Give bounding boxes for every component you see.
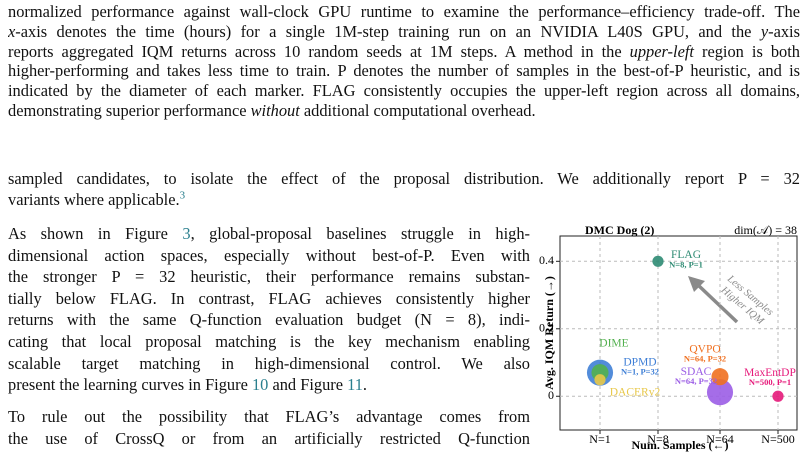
text-run: cating that local proposal matching is t… <box>8 332 530 351</box>
marker-label: DPMD <box>623 356 656 368</box>
x-tick-label: N=8 <box>647 432 668 446</box>
text-run: -axis denotes the time (hours) for a sin… <box>15 21 761 41</box>
marker-label: FLAG <box>671 249 701 261</box>
text-line: the stronger P = 32 heuristic, their per… <box>8 266 530 287</box>
text-line: normalized performance against wall-cloc… <box>8 1 800 22</box>
marker-label: DACERv2 <box>610 386 661 398</box>
text-run: upper-left <box>629 41 694 61</box>
text-run: y <box>760 21 769 41</box>
text-line: scalable target matching in high-dimensi… <box>8 353 530 374</box>
text-run: the use of CrossQ or from an artificiall… <box>8 429 530 448</box>
text-line: the use of CrossQ or from an artificiall… <box>8 428 530 449</box>
marker <box>706 379 734 406</box>
text-line: To rule out the possibility that FLAG’s … <box>8 406 530 427</box>
annotation-arrowhead <box>688 276 705 292</box>
marker-note: N=1, P=32 <box>621 367 659 377</box>
text-run: variants where applicable. <box>8 190 180 209</box>
text-line: returns with the same Q-function evaluat… <box>8 309 530 330</box>
marker-label: MaxEntDP <box>744 367 796 379</box>
text-line: sampled candidates, to isolate the effec… <box>8 168 800 189</box>
chart-title: DMC Dog (2) <box>585 223 654 237</box>
x-tick-label: N=1 <box>589 432 610 446</box>
marker <box>772 390 784 402</box>
text-run: x <box>8 21 16 41</box>
text-run: and Figure <box>268 375 348 395</box>
reference-link[interactable]: 3 <box>182 224 191 243</box>
text-run: As shown in Figure <box>8 224 183 243</box>
text-line: cating that local proposal matching is t… <box>8 331 530 352</box>
text-line: variants where applicable.3 <box>8 189 800 210</box>
annotation-arrow <box>696 283 739 324</box>
text-run: additional computational overhead. <box>299 101 536 120</box>
y-axis-label: Avg. IQM Return (→) <box>542 276 556 390</box>
text-run: dimensional action spaces, especially wi… <box>8 245 530 265</box>
text-run: tially below FLAG. In contrast, FLAG ach… <box>8 288 530 308</box>
text-line: indicated by the diameter of each marker… <box>8 80 800 101</box>
text-run: To rule out the possibility that FLAG’s … <box>8 407 530 426</box>
text-run: the stronger P = 32 heuristic, their per… <box>8 267 530 287</box>
x-tick-label: N=64 <box>706 432 733 446</box>
x-tick-label: N=500 <box>761 432 794 446</box>
text-run: region is both <box>693 41 800 61</box>
text-run: reports aggregated IQM returns across 10… <box>8 41 630 61</box>
text-line: As shown in Figure 3, global-proposal ba… <box>8 223 530 244</box>
text-line: tially below FLAG. In contrast, FLAG ach… <box>8 288 530 309</box>
text-line: x-axis denotes the time (hours) for a si… <box>8 21 800 42</box>
text-run: scalable target matching in high-dimensi… <box>8 353 530 373</box>
text-run: . <box>362 375 368 395</box>
marker-note: N=500, P=1 <box>749 377 791 387</box>
y-tick-label: 0.4 <box>539 253 554 267</box>
text-run: demonstrating superior performance <box>8 101 251 120</box>
y-tick-label: 0.2 <box>539 321 554 335</box>
chart-subtitle: dim(𝒜) = 38 <box>734 223 797 237</box>
marker-note: N=64, P=32 <box>675 376 717 386</box>
text-line: present the learning curves in Figure 10… <box>8 374 530 395</box>
plot-frame <box>559 235 798 431</box>
text-run: , global-proposal baselines struggle in … <box>190 224 530 243</box>
text-line: reports aggregated IQM returns across 10… <box>8 41 800 62</box>
marker-label: DIME <box>599 337 628 349</box>
text-line: dimensional action spaces, especially wi… <box>8 245 530 266</box>
x-axis-label: Num. Samples (←) <box>631 438 728 452</box>
text-run: normalized performance against wall-cloc… <box>8 2 800 21</box>
marker <box>652 255 664 267</box>
marker-label: SDAC <box>681 366 712 378</box>
reference-link[interactable]: 11 <box>347 375 363 395</box>
text-run: indicated by the diameter of each marker… <box>8 81 800 101</box>
y-tick-label: 0 <box>548 388 554 402</box>
text-run: returns with the same Q-function evaluat… <box>8 310 530 330</box>
marker-note: N=64, P=32 <box>684 354 726 364</box>
marker <box>594 374 606 386</box>
marker-label: QVPO <box>689 343 720 355</box>
marker-note: N=8, P=1 <box>669 259 703 269</box>
text-run: without <box>250 101 300 120</box>
marker <box>711 368 729 386</box>
text-run: higher-performing and takes less time to… <box>8 61 800 81</box>
text-line: higher-performing and takes less time to… <box>8 60 800 81</box>
reference-link[interactable]: 10 <box>251 375 269 395</box>
text-run: sampled candidates, to isolate the effec… <box>8 169 800 188</box>
reference-link[interactable]: 3 <box>179 189 186 202</box>
text-run: present the learning curves in Figure <box>8 375 252 395</box>
text-run: -axis <box>768 21 800 41</box>
text-line: demonstrating superior performance witho… <box>8 100 800 121</box>
